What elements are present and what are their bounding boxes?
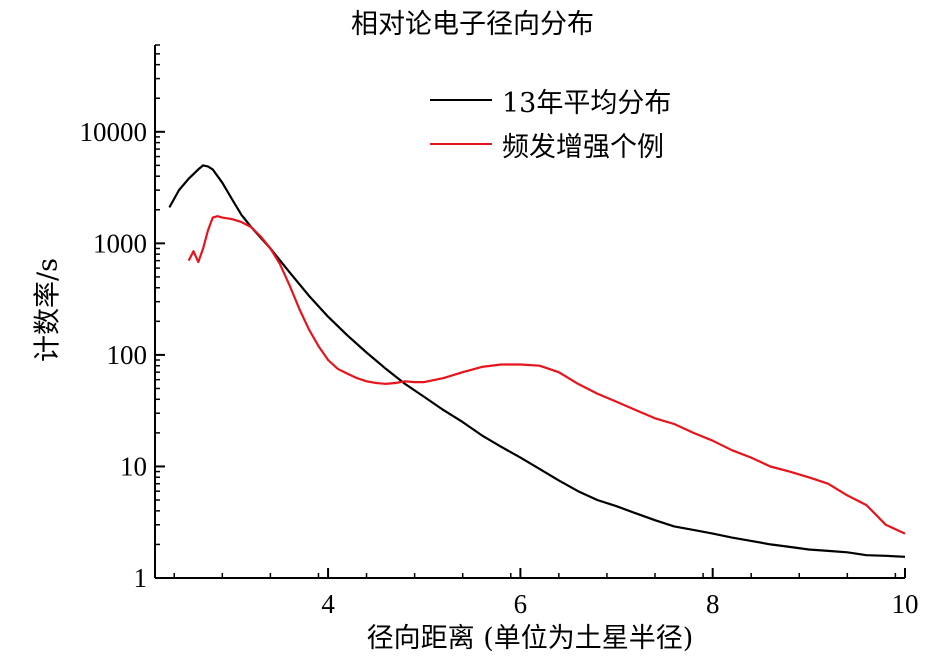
series-line-enhancement bbox=[187, 215, 906, 535]
x-tick-label: 6 bbox=[514, 589, 528, 619]
legend-entry-average: 13年平均分布 bbox=[430, 78, 671, 122]
y-tick-label: 100 bbox=[107, 340, 148, 370]
legend: 13年平均分布 频发增强个例 bbox=[430, 78, 671, 166]
x-tick-label: 10 bbox=[892, 589, 919, 619]
y-tick-label: 10000 bbox=[80, 117, 148, 147]
y-axis-label: 计数率/s bbox=[32, 258, 64, 362]
legend-swatch-enhancement bbox=[430, 143, 492, 145]
legend-label-average: 13年平均分布 bbox=[502, 87, 672, 119]
x-tick-label: 8 bbox=[706, 589, 720, 619]
y-tick-label: 10 bbox=[120, 451, 147, 481]
x-tick-label: 4 bbox=[321, 589, 335, 619]
chart-title: 相对论电子径向分布 bbox=[351, 9, 594, 40]
legend-entry-enhancement: 频发增强个例 bbox=[430, 122, 671, 166]
series-line-average bbox=[168, 164, 906, 558]
x-axis-label: 径向距离 (单位为土星半径) bbox=[366, 623, 694, 654]
y-tick-label: 1 bbox=[134, 563, 148, 593]
legend-swatch-average bbox=[430, 99, 492, 101]
y-tick-label: 1000 bbox=[93, 228, 147, 258]
legend-label-enhancement: 频发增强个例 bbox=[502, 131, 664, 163]
